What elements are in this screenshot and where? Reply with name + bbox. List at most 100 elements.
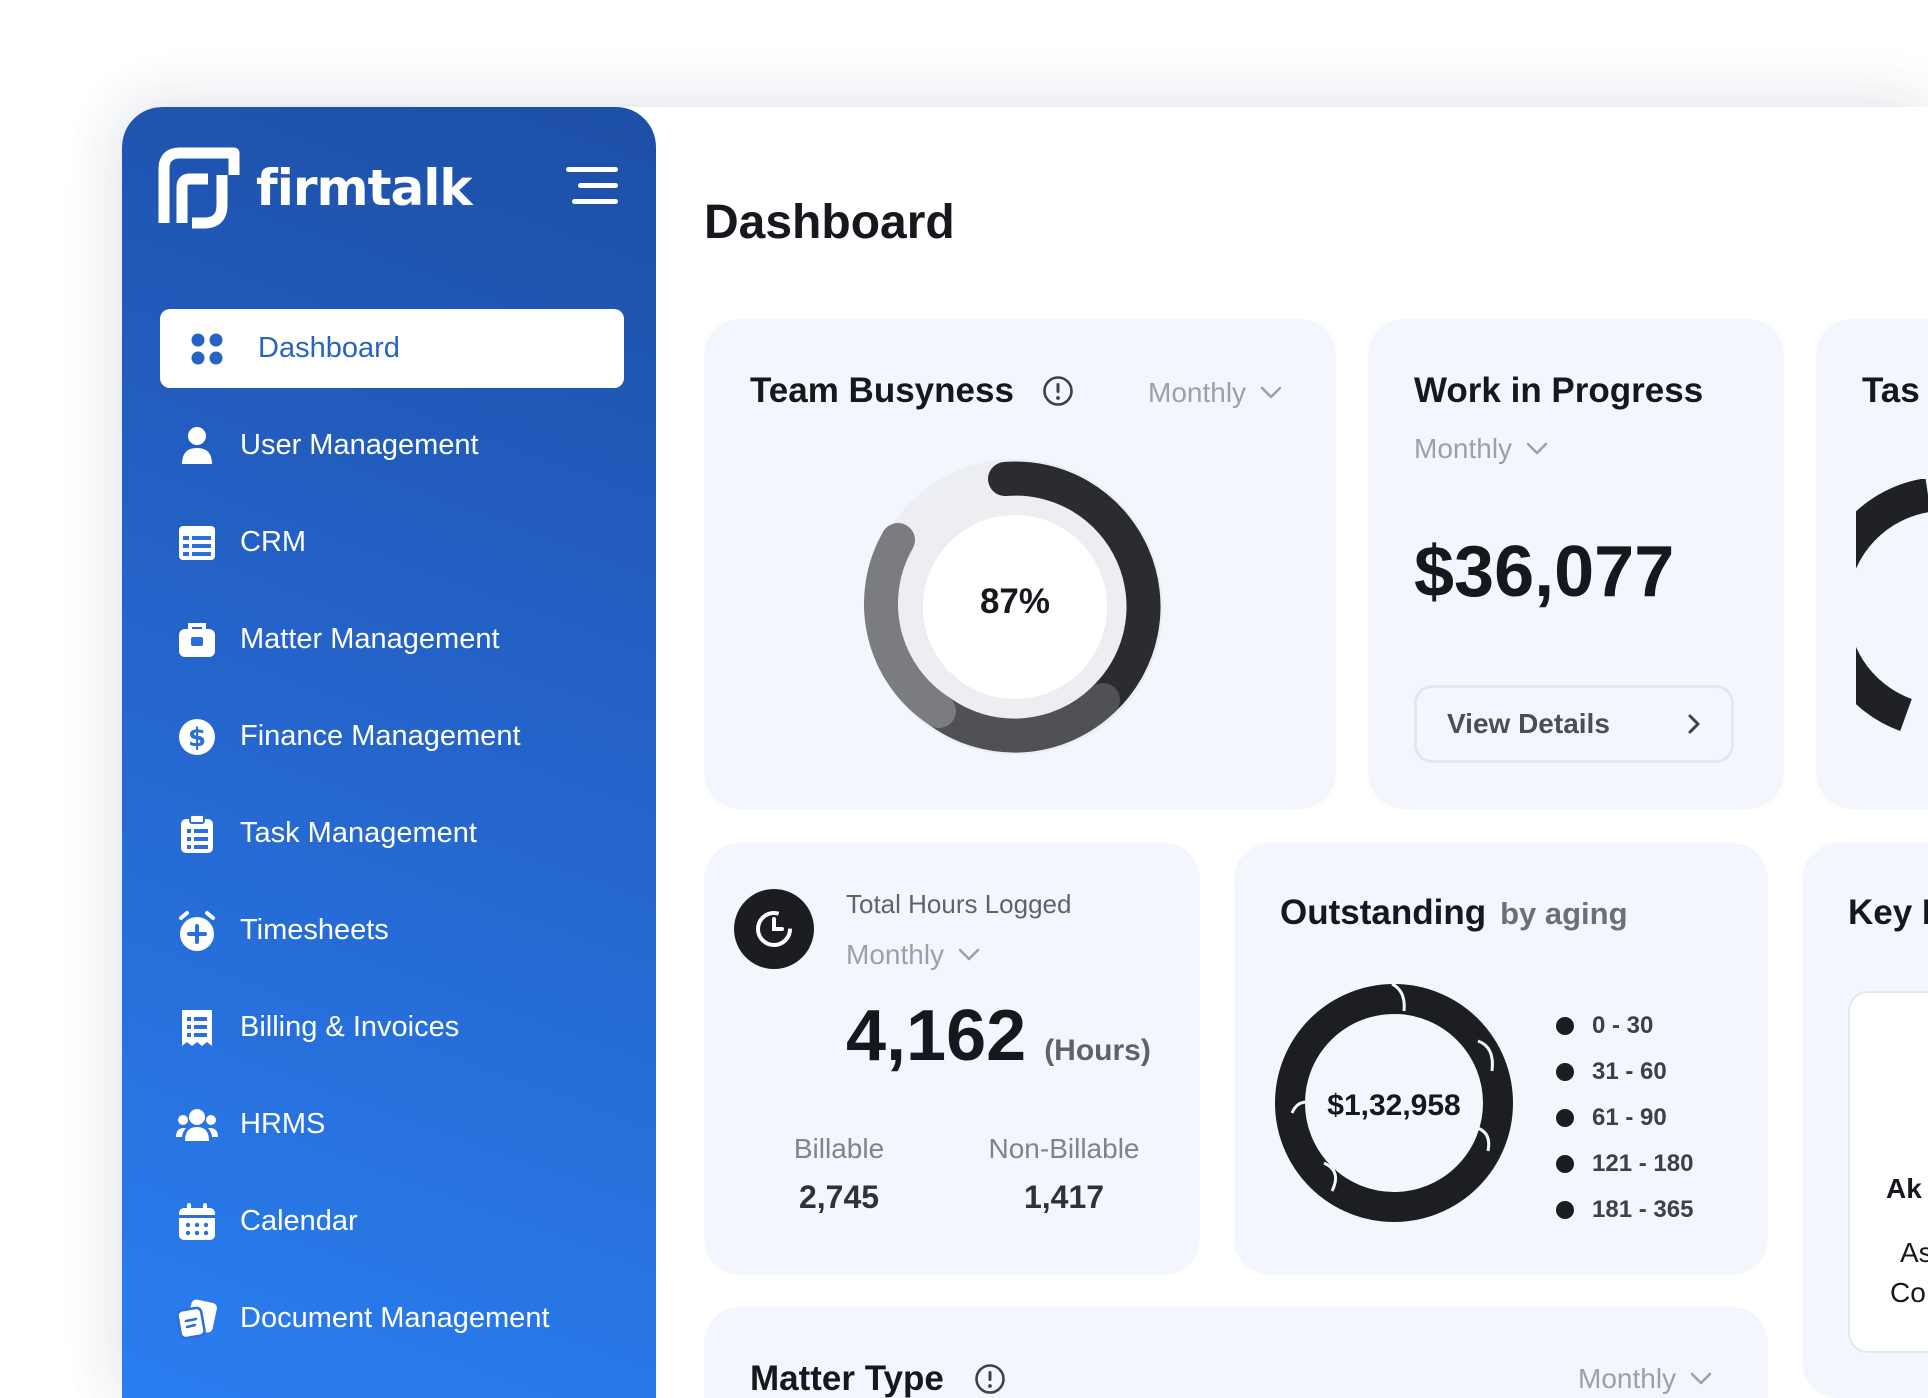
period-label: Monthly <box>1414 433 1513 464</box>
alarm-clock-icon <box>176 910 218 952</box>
busyness-segment <box>863 523 956 728</box>
legend-label: 181 - 365 <box>1592 1196 1694 1223</box>
legend-dot <box>1556 1017 1574 1035</box>
outstanding-segment-dividers <box>1290 982 1494 1192</box>
dollar-icon: $ <box>176 716 218 758</box>
busyness-segment <box>922 683 1120 753</box>
sidebar-item-finance-management[interactable]: $ Finance Management <box>160 697 624 776</box>
outstanding-ring <box>1275 984 1513 1222</box>
card-title: Tas <box>1862 371 1920 410</box>
sidebar-item-label: User Management <box>240 429 479 461</box>
clipboard-icon <box>176 813 218 855</box>
busyness-percent: 87% <box>979 582 1051 621</box>
card-subtitle: by aging <box>1500 896 1628 931</box>
key-line-3: Co <box>1890 1277 1926 1308</box>
legend-label: 61 - 90 <box>1592 1104 1667 1131</box>
key-line-1: Ak <box>1886 1173 1922 1204</box>
info-icon[interactable] <box>1042 375 1074 407</box>
sidebar-item-calendar[interactable]: Calendar <box>160 1182 624 1261</box>
nonbillable-value: 1,417 <box>1023 1179 1105 1215</box>
view-details-button[interactable]: View Details <box>1414 685 1734 763</box>
legend-dot <box>1556 1201 1574 1219</box>
outstanding-total: $1,32,958 <box>1327 1089 1461 1122</box>
period-label: Monthly <box>1148 377 1247 408</box>
tasks-donut-chart <box>1856 479 1928 731</box>
card-title: Team Busyness <box>750 371 1014 410</box>
info-icon[interactable] <box>974 1363 1006 1395</box>
nonbillable-stat: Non-Billable 1,417 <box>964 1133 1164 1216</box>
brand-name: firmtalk <box>256 159 473 217</box>
legend-item: 0 - 30 <box>1556 1003 1693 1049</box>
sidebar-item-user-management[interactable]: User Management <box>160 406 624 485</box>
sidebar-item-label: Finance Management <box>240 720 521 752</box>
matter-type-card: Matter Type Monthly <box>704 1307 1768 1398</box>
sidebar-item-matter-management[interactable]: Matter Management <box>160 600 624 679</box>
hours-total: 4,162 <box>846 996 1027 1076</box>
period-dropdown[interactable]: Monthly <box>1578 1363 1712 1395</box>
app-window: firmtalk Dashboard User Management <box>122 107 1928 1398</box>
hours-card: Total Hours Logged Monthly 4,162 (Hours)… <box>704 843 1200 1275</box>
legend-label: 31 - 60 <box>1592 1058 1667 1085</box>
legend-label: 121 - 180 <box>1592 1150 1694 1177</box>
card-title: Outstanding <box>1280 893 1487 932</box>
hours-unit: (Hours) <box>1044 1034 1151 1067</box>
brand[interactable]: firmtalk <box>156 145 473 231</box>
menu-toggle-button[interactable] <box>566 165 618 209</box>
billable-value: 2,745 <box>798 1179 880 1215</box>
page-title: Dashboard <box>704 196 955 249</box>
sidebar-item-task-management[interactable]: Task Management <box>160 794 624 873</box>
card-title: Matter Type <box>750 1359 944 1398</box>
chevron-down-icon <box>958 948 980 961</box>
aging-legend: 0 - 30 31 - 60 61 - 90 121 - 180 181 - 3… <box>1556 1003 1693 1233</box>
sidebar-item-document-management[interactable]: Document Management <box>160 1279 624 1358</box>
legend-label: 0 - 30 <box>1592 1012 1654 1039</box>
sidebar-item-dashboard[interactable]: Dashboard <box>160 309 624 388</box>
sidebar-item-label: CRM <box>240 526 307 558</box>
view-details-label: View Details <box>1447 708 1610 739</box>
dashboard-icon <box>186 328 228 370</box>
busyness-segment <box>988 461 1161 717</box>
chevron-right-icon <box>1688 714 1700 734</box>
outstanding-heading: Outstanding by aging <box>1280 893 1628 933</box>
outstanding-card: Outstanding by aging $1,32,958 0 - 30 31… <box>1234 843 1768 1275</box>
crm-icon <box>176 522 218 564</box>
legend-dot <box>1556 1155 1574 1173</box>
chevron-down-icon <box>1526 442 1548 455</box>
billable-stat: Billable 2,745 <box>764 1133 914 1216</box>
period-label: Monthly <box>1578 1363 1677 1394</box>
document-icon <box>176 1298 218 1340</box>
legend-item: 31 - 60 <box>1556 1049 1693 1095</box>
sidebar-item-label: Billing & Invoices <box>240 1011 460 1043</box>
tasks-card: Tas <box>1816 319 1928 809</box>
sidebar-nav: Dashboard User Management CRM Matter Man… <box>160 309 624 1376</box>
period-label: Monthly <box>846 939 945 970</box>
billable-label: Billable <box>793 1133 885 1164</box>
key-line-2: As <box>1900 1237 1928 1268</box>
hours-title: Total Hours Logged <box>846 889 1072 919</box>
key-card: Key F Ak As Co <box>1802 843 1928 1398</box>
legend-item: 61 - 90 <box>1556 1095 1693 1141</box>
period-dropdown[interactable]: Monthly <box>1148 377 1282 409</box>
nonbillable-label: Non-Billable <box>988 1133 1140 1164</box>
chevron-down-icon <box>1690 1372 1712 1385</box>
hamburger-icon <box>566 167 618 172</box>
timer-icon <box>734 889 814 969</box>
busyness-donut-chart <box>863 459 1163 755</box>
sidebar-item-label: Calendar <box>240 1205 358 1237</box>
sidebar-item-timesheets[interactable]: Timesheets <box>160 891 624 970</box>
legend-dot <box>1556 1063 1574 1081</box>
chevron-down-icon <box>1260 386 1282 399</box>
period-dropdown[interactable]: Monthly <box>846 939 980 971</box>
card-title: Key F <box>1848 893 1928 932</box>
sidebar-item-label: Timesheets <box>240 914 389 946</box>
sidebar-item-hrms[interactable]: HRMS <box>160 1085 624 1164</box>
calendar-icon <box>176 1201 218 1243</box>
receipt-icon <box>176 1007 218 1049</box>
wip-amount: $36,077 <box>1414 532 1675 612</box>
sidebar: firmtalk Dashboard User Management <box>122 107 656 1398</box>
sidebar-item-billing-invoices[interactable]: Billing & Invoices <box>160 988 624 1067</box>
period-dropdown[interactable]: Monthly <box>1414 433 1548 465</box>
key-inner-panel: Ak As Co <box>1848 991 1928 1353</box>
outstanding-donut-chart <box>1275 982 1513 1222</box>
sidebar-item-crm[interactable]: CRM <box>160 503 624 582</box>
